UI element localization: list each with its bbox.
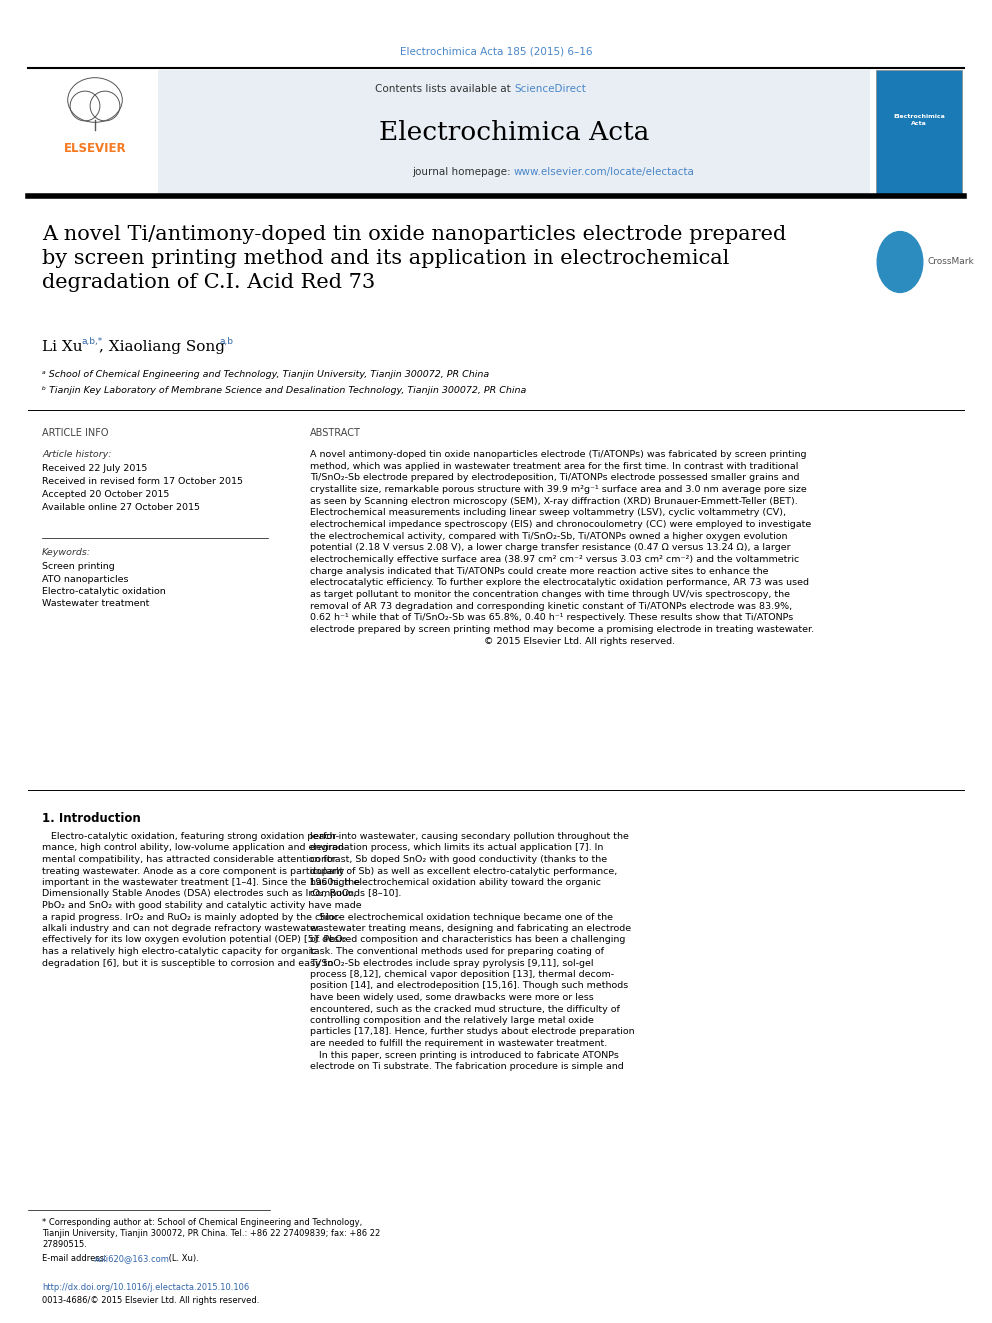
Text: ABSTRACT: ABSTRACT xyxy=(310,429,361,438)
Text: Electrochimica Acta 185 (2015) 6–16: Electrochimica Acta 185 (2015) 6–16 xyxy=(400,48,592,57)
Text: are needed to fulfill the requirement in wastewater treatment.: are needed to fulfill the requirement in… xyxy=(310,1039,607,1048)
Text: Li Xu: Li Xu xyxy=(42,340,82,355)
Text: effectively for its low oxygen evolution potential (OEP) [5]. PbO₂: effectively for its low oxygen evolution… xyxy=(42,935,346,945)
Text: * Corresponding author at: School of Chemical Engineering and Technology,: * Corresponding author at: School of Che… xyxy=(42,1218,362,1226)
Text: E-mail address:: E-mail address: xyxy=(42,1254,109,1263)
Text: A novel Ti/antimony-doped tin oxide nanoparticles electrode prepared
by screen p: A novel Ti/antimony-doped tin oxide nano… xyxy=(42,225,787,292)
Text: Electro-catalytic oxidation, featuring strong oxidation perfor-: Electro-catalytic oxidation, featuring s… xyxy=(42,832,339,841)
Text: position [14], and electrodeposition [15,16]. Though such methods: position [14], and electrodeposition [15… xyxy=(310,982,628,991)
Text: 1. Introduction: 1. Introduction xyxy=(42,812,141,826)
Text: Ti/SnO₂-Sb electrodes include spray pyrolysis [9,11], sol-gel: Ti/SnO₂-Sb electrodes include spray pyro… xyxy=(310,958,593,967)
Text: ScienceDirect: ScienceDirect xyxy=(514,83,586,94)
Text: electrode on Ti substrate. The fabrication procedure is simple and: electrode on Ti substrate. The fabricati… xyxy=(310,1062,624,1072)
Text: A novel antimony-doped tin oxide nanoparticles electrode (Ti/ATONPs) was fabrica: A novel antimony-doped tin oxide nanopar… xyxy=(310,450,814,646)
Text: Since electrochemical oxidation technique became one of the: Since electrochemical oxidation techniqu… xyxy=(310,913,613,922)
Text: CrossMark: CrossMark xyxy=(928,258,974,266)
Text: ✓: ✓ xyxy=(894,250,907,266)
Text: www.elsevier.com/locate/electacta: www.elsevier.com/locate/electacta xyxy=(514,167,694,177)
Text: have been widely used, some drawbacks were more or less: have been widely used, some drawbacks we… xyxy=(310,994,594,1002)
Text: Tianjin University, Tianjin 300072, PR China. Tel.: +86 22 27409839; fax: +86 22: Tianjin University, Tianjin 300072, PR C… xyxy=(42,1229,380,1238)
Text: PbO₂ and SnO₂ with good stability and catalytic activity have made: PbO₂ and SnO₂ with good stability and ca… xyxy=(42,901,362,910)
Text: (L. Xu).: (L. Xu). xyxy=(166,1254,198,1263)
Text: , Xiaoliang Song: , Xiaoliang Song xyxy=(99,340,225,355)
Bar xyxy=(876,70,962,196)
Text: of desired composition and characteristics has been a challenging: of desired composition and characteristi… xyxy=(310,935,625,945)
Text: contrast, Sb doped SnO₂ with good conductivity (thanks to the: contrast, Sb doped SnO₂ with good conduc… xyxy=(310,855,607,864)
Text: dopant of Sb) as well as excellent electro-catalytic performance,: dopant of Sb) as well as excellent elect… xyxy=(310,867,617,876)
Circle shape xyxy=(877,232,923,292)
Text: ᵃ School of Chemical Engineering and Technology, Tianjin University, Tianjin 300: ᵃ School of Chemical Engineering and Tec… xyxy=(42,370,489,378)
Text: a,b: a,b xyxy=(220,337,234,347)
Text: ELSEVIER: ELSEVIER xyxy=(63,142,126,155)
Text: xuli620@163.com: xuli620@163.com xyxy=(94,1254,170,1263)
Text: encountered, such as the cracked mud structure, the difficulty of: encountered, such as the cracked mud str… xyxy=(310,1004,620,1013)
Text: Contents lists available at: Contents lists available at xyxy=(375,83,514,94)
Text: has a relatively high electro-catalytic capacity for organic: has a relatively high electro-catalytic … xyxy=(42,947,316,957)
Text: 27890515.: 27890515. xyxy=(42,1240,87,1249)
Text: Keywords:: Keywords: xyxy=(42,548,91,557)
Text: Electrochimica Acta: Electrochimica Acta xyxy=(379,119,649,144)
Text: mental compatibility, has attracted considerable attention for: mental compatibility, has attracted cons… xyxy=(42,855,336,864)
Text: a,b,*: a,b,* xyxy=(82,337,103,347)
Text: ARTICLE INFO: ARTICLE INFO xyxy=(42,429,108,438)
Text: Article history:: Article history: xyxy=(42,450,111,459)
Text: particles [17,18]. Hence, further studys about electrode preparation: particles [17,18]. Hence, further studys… xyxy=(310,1028,635,1036)
Text: task. The conventional methods used for preparing coating of: task. The conventional methods used for … xyxy=(310,947,604,957)
Text: process [8,12], chemical vapor deposition [13], thermal decom-: process [8,12], chemical vapor depositio… xyxy=(310,970,614,979)
Text: Screen printing: Screen printing xyxy=(42,562,115,572)
Text: treating wastewater. Anode as a core component is particularly: treating wastewater. Anode as a core com… xyxy=(42,867,344,876)
Text: controlling composition and the relatively large metal oxide: controlling composition and the relative… xyxy=(310,1016,594,1025)
Text: important in the wastewater treatment [1–4]. Since the 1960s, the: important in the wastewater treatment [1… xyxy=(42,878,360,886)
Text: ATO nanoparticles: ATO nanoparticles xyxy=(42,574,129,583)
Text: wastewater treating means, designing and fabricating an electrode: wastewater treating means, designing and… xyxy=(310,923,631,933)
Text: Dimensionally Stable Anodes (DSA) electrodes such as IrO₂, RuO₂,: Dimensionally Stable Anodes (DSA) electr… xyxy=(42,889,356,898)
Text: degradation process, which limits its actual application [7]. In: degradation process, which limits its ac… xyxy=(310,844,603,852)
Text: mance, high control ability, low-volume application and environ-: mance, high control ability, low-volume … xyxy=(42,844,347,852)
Text: has high electrochemical oxidation ability toward the organic: has high electrochemical oxidation abili… xyxy=(310,878,601,886)
Text: 0013-4686/© 2015 Elsevier Ltd. All rights reserved.: 0013-4686/© 2015 Elsevier Ltd. All right… xyxy=(42,1297,259,1304)
Text: Wastewater treatment: Wastewater treatment xyxy=(42,599,150,609)
Bar xyxy=(158,70,870,196)
Text: degradation [6], but it is susceptible to corrosion and easy to: degradation [6], but it is susceptible t… xyxy=(42,958,333,967)
Text: Accepted 20 October 2015: Accepted 20 October 2015 xyxy=(42,490,170,499)
Text: Electrochimica
Acta: Electrochimica Acta xyxy=(893,114,944,126)
Text: ᵇ Tianjin Key Laboratory of Membrane Science and Desalination Technology, Tianji: ᵇ Tianjin Key Laboratory of Membrane Sci… xyxy=(42,386,527,396)
Text: http://dx.doi.org/10.1016/j.electacta.2015.10.106: http://dx.doi.org/10.1016/j.electacta.20… xyxy=(42,1283,249,1293)
Text: Received in revised form 17 October 2015: Received in revised form 17 October 2015 xyxy=(42,478,243,486)
Text: journal homepage:: journal homepage: xyxy=(412,167,514,177)
Text: Available online 27 October 2015: Available online 27 October 2015 xyxy=(42,503,200,512)
Text: Electro-catalytic oxidation: Electro-catalytic oxidation xyxy=(42,587,166,595)
Text: alkali industry and can not degrade refractory wastewater: alkali industry and can not degrade refr… xyxy=(42,923,319,933)
Text: leach into wastewater, causing secondary pollution throughout the: leach into wastewater, causing secondary… xyxy=(310,832,629,841)
Text: compounds [8–10].: compounds [8–10]. xyxy=(310,889,402,898)
Text: a rapid progress. IrO₂ and RuO₂ is mainly adopted by the chlor-: a rapid progress. IrO₂ and RuO₂ is mainl… xyxy=(42,913,341,922)
Text: Received 22 July 2015: Received 22 July 2015 xyxy=(42,464,148,474)
Text: In this paper, screen printing is introduced to fabricate ATONPs: In this paper, screen printing is introd… xyxy=(310,1050,619,1060)
